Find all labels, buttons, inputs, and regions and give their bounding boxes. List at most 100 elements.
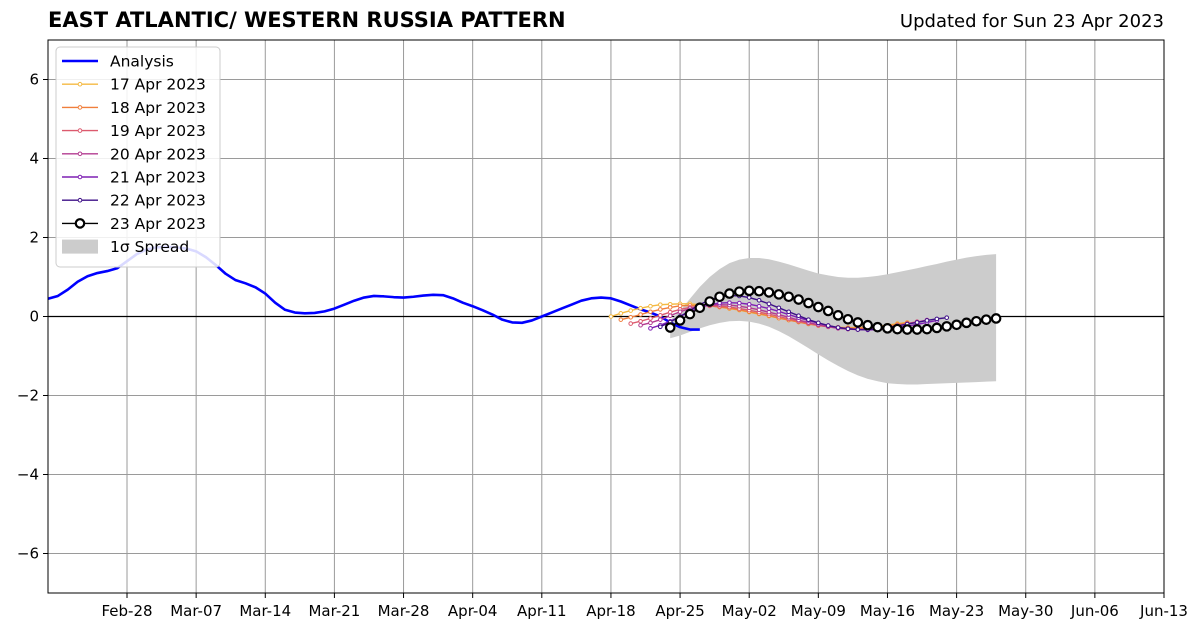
legend-label: 19 Apr 2023	[110, 122, 206, 140]
forecast-point	[674, 315, 686, 326]
forecast-point	[852, 317, 864, 328]
forecast-point	[931, 322, 943, 334]
forecast-point	[648, 309, 653, 315]
forecast-point	[667, 313, 673, 319]
forecast-point	[990, 313, 1002, 324]
forecast-point	[845, 326, 851, 332]
forecast-point	[648, 303, 653, 309]
legend-marker	[77, 105, 83, 110]
forecast-point	[608, 314, 614, 319]
forecast-point	[638, 312, 643, 317]
forecast-point	[832, 310, 844, 321]
legend-label: 1σ Spread	[110, 238, 189, 256]
chart-subtitle: Updated for Sun 23 Apr 2023	[899, 11, 1164, 32]
forecast-point	[773, 289, 785, 300]
x-tick-label: May-16	[860, 602, 915, 620]
forecast-point	[658, 302, 663, 307]
series-7	[664, 285, 1002, 335]
legend-label: 20 Apr 2023	[110, 145, 206, 163]
forecast-point	[892, 323, 903, 335]
x-tick-label: Apr-18	[586, 602, 636, 620]
legend-marker	[77, 197, 83, 203]
forecast-point	[694, 302, 706, 314]
x-tick-label: Mar-28	[378, 602, 430, 620]
legend-label: 22 Apr 2023	[110, 192, 206, 210]
x-tick-label: Apr-11	[517, 602, 567, 620]
forecast-point	[746, 295, 752, 300]
legend-marker	[74, 218, 86, 229]
legend-item: 20 Apr 2023	[62, 145, 206, 163]
legend-marker	[77, 81, 83, 87]
forecast-point	[944, 315, 950, 320]
forecast-point	[783, 291, 795, 303]
forecast-point	[667, 305, 673, 310]
forecast-point	[825, 323, 831, 328]
forecast-point	[835, 325, 841, 330]
forecast-point	[882, 323, 893, 334]
y-tick-label: −2	[17, 387, 39, 405]
forecast-point	[746, 301, 752, 307]
forecast-point	[628, 308, 633, 313]
forecast-point	[658, 313, 663, 318]
x-tick-label: Jun-06	[1070, 602, 1119, 620]
y-tick-label: 6	[29, 71, 39, 89]
legend-marker	[77, 174, 83, 180]
x-tick-label: Mar-21	[308, 602, 360, 620]
forecast-point	[677, 309, 683, 315]
forecast-point	[756, 298, 762, 303]
forecast-point	[924, 318, 930, 323]
forecast-point	[766, 301, 772, 307]
forecast-point	[855, 327, 861, 332]
forecast-point	[638, 305, 643, 311]
forecast-point	[714, 291, 725, 303]
forecast-point	[743, 285, 755, 297]
legend-item: 22 Apr 2023	[62, 192, 206, 210]
forecast-point	[862, 319, 874, 331]
y-tick-label: 0	[29, 308, 39, 326]
forecast-point	[756, 303, 762, 309]
forecast-point	[628, 314, 633, 320]
legend-label: 23 Apr 2023	[110, 215, 206, 233]
forecast-point	[618, 311, 624, 316]
forecast-point	[753, 285, 765, 297]
forecast-point	[658, 324, 663, 330]
forecast-point	[737, 300, 742, 306]
forecast-point	[684, 308, 696, 320]
forecast-point	[980, 314, 992, 325]
forecast-point	[618, 317, 624, 322]
legend-marker	[77, 128, 83, 133]
y-tick-label: −4	[17, 466, 39, 484]
forecast-point	[704, 296, 715, 307]
forecast-point	[793, 294, 804, 305]
forecast-point	[816, 320, 821, 326]
forecast-point	[727, 300, 732, 305]
legend-item: 23 Apr 2023	[62, 215, 206, 233]
x-tick-label: Mar-07	[170, 602, 222, 620]
forecast-point	[941, 321, 953, 332]
forecast-point	[776, 305, 782, 311]
legend-item: 18 Apr 2023	[62, 99, 206, 117]
legend: Analysis 17 Apr 2023 18 Apr 2023 19 Apr 202…	[55, 46, 221, 268]
y-tick-label: 4	[29, 150, 39, 168]
forecast-point	[951, 319, 962, 331]
y-tick-label: 2	[29, 229, 39, 247]
forecast-point	[724, 288, 735, 299]
forecast-point	[872, 321, 883, 333]
forecast-point	[658, 307, 663, 312]
forecast-point	[648, 326, 653, 331]
forecast-point	[971, 315, 982, 327]
x-tick-label: May-30	[998, 602, 1053, 620]
legend-label: 17 Apr 2023	[110, 76, 206, 94]
legend-item: 19 Apr 2023	[62, 122, 206, 140]
legend-label: Analysis	[110, 53, 174, 71]
forecast-point	[921, 323, 933, 335]
forecast-point	[648, 320, 653, 326]
x-tick-label: Feb-28	[101, 602, 152, 620]
x-tick-label: Apr-25	[655, 602, 705, 620]
forecast-point	[734, 286, 745, 297]
legend-item: 1σ Spread	[62, 238, 189, 256]
legend-marker	[77, 151, 83, 157]
forecast-point	[914, 320, 920, 325]
x-tick-label: Mar-14	[239, 602, 291, 620]
forecast-point	[961, 317, 972, 329]
